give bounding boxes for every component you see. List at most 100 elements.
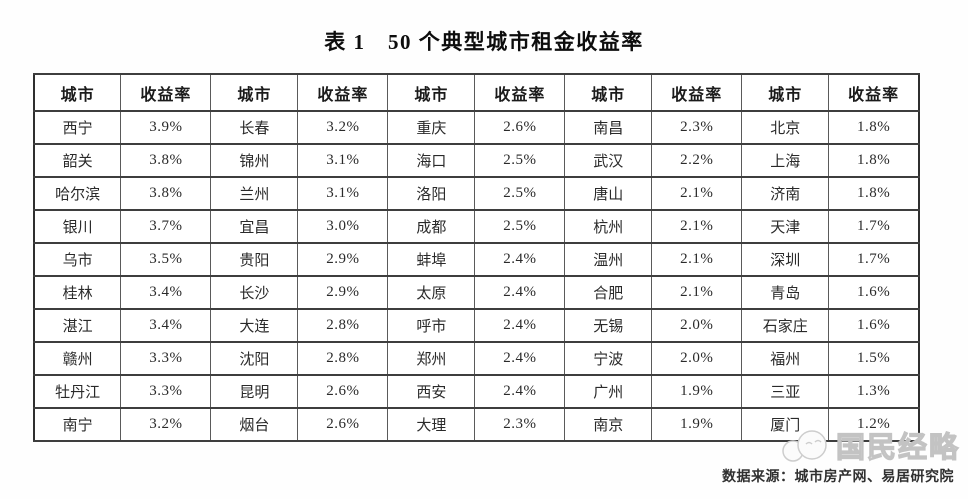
- table-row: 牡丹江 3.3% 昆明 2.6% 西安 2.4% 广州 1.9% 三亚 1.3%: [33, 374, 920, 409]
- yield-cell: 3.4%: [120, 308, 212, 343]
- city-cell: 合肥: [564, 275, 653, 310]
- yield-cell: 1.8%: [828, 143, 920, 178]
- yield-cell: 2.3%: [474, 407, 566, 442]
- city-cell: 福州: [741, 341, 830, 376]
- yield-cell: 1.3%: [828, 374, 920, 409]
- column-header: 城市: [33, 73, 122, 112]
- city-cell: 温州: [564, 242, 653, 277]
- yield-cell: 1.8%: [828, 110, 920, 145]
- yield-cell: 2.4%: [474, 242, 566, 277]
- yield-cell: 3.1%: [297, 143, 389, 178]
- table-row: 韶关 3.8% 锦州 3.1% 海口 2.5% 武汉 2.2% 上海 1.8%: [33, 143, 920, 178]
- city-cell: 石家庄: [741, 308, 830, 343]
- city-cell: 赣州: [33, 341, 122, 376]
- city-cell: 昆明: [210, 374, 299, 409]
- column-header: 城市: [210, 73, 299, 112]
- city-cell: 成都: [387, 209, 476, 244]
- yield-cell: 2.8%: [297, 341, 389, 376]
- yield-cell: 3.2%: [297, 110, 389, 145]
- yield-cell: 2.6%: [297, 407, 389, 442]
- city-cell: 青岛: [741, 275, 830, 310]
- city-cell: 郑州: [387, 341, 476, 376]
- table-row: 湛江 3.4% 大连 2.8% 呼市 2.4% 无锡 2.0% 石家庄 1.6%: [33, 308, 920, 343]
- yield-cell: 1.2%: [828, 407, 920, 442]
- city-cell: 深圳: [741, 242, 830, 277]
- yield-cell: 1.7%: [828, 242, 920, 277]
- yield-cell: 3.8%: [120, 176, 212, 211]
- city-cell: 南京: [564, 407, 653, 442]
- column-header: 收益率: [651, 73, 743, 112]
- city-cell: 乌市: [33, 242, 122, 277]
- city-cell: 沈阳: [210, 341, 299, 376]
- yield-cell: 2.8%: [297, 308, 389, 343]
- city-cell: 牡丹江: [33, 374, 122, 409]
- yield-cell: 2.9%: [297, 242, 389, 277]
- yield-cell: 1.9%: [651, 407, 743, 442]
- city-cell: 长春: [210, 110, 299, 145]
- yield-cell: 2.5%: [474, 209, 566, 244]
- yield-cell: 1.5%: [828, 341, 920, 376]
- city-cell: 唐山: [564, 176, 653, 211]
- yield-cell: 1.8%: [828, 176, 920, 211]
- city-cell: 呼市: [387, 308, 476, 343]
- yield-cell: 3.7%: [120, 209, 212, 244]
- header-row: 城市 收益率 城市 收益率 城市 收益率 城市 收益率 城市 收益率: [33, 73, 920, 112]
- yield-cell: 3.1%: [297, 176, 389, 211]
- city-cell: 银川: [33, 209, 122, 244]
- table-row: 南宁 3.2% 烟台 2.6% 大理 2.3% 南京 1.9% 厦门 1.2%: [33, 407, 920, 442]
- city-cell: 南宁: [33, 407, 122, 442]
- city-cell: 大理: [387, 407, 476, 442]
- table-body: 西宁 3.9% 长春 3.2% 重庆 2.6% 南昌 2.3% 北京 1.8% 韶关 3.8% 锦州 3.…: [33, 110, 920, 442]
- yield-cell: 3.3%: [120, 374, 212, 409]
- city-cell: 湛江: [33, 308, 122, 343]
- city-cell: 洛阳: [387, 176, 476, 211]
- city-cell: 西宁: [33, 110, 122, 145]
- yield-cell: 2.2%: [651, 143, 743, 178]
- city-cell: 杭州: [564, 209, 653, 244]
- table-row: 西宁 3.9% 长春 3.2% 重庆 2.6% 南昌 2.3% 北京 1.8%: [33, 110, 920, 145]
- yield-cell: 2.3%: [651, 110, 743, 145]
- city-cell: 重庆: [387, 110, 476, 145]
- city-cell: 宁波: [564, 341, 653, 376]
- column-header: 收益率: [828, 73, 920, 112]
- column-header: 收益率: [474, 73, 566, 112]
- city-cell: 西安: [387, 374, 476, 409]
- column-header: 收益率: [297, 73, 389, 112]
- yield-cell: 1.7%: [828, 209, 920, 244]
- column-header: 城市: [387, 73, 476, 112]
- yield-cell: 1.6%: [828, 275, 920, 310]
- yield-cell: 2.1%: [651, 242, 743, 277]
- column-header: 城市: [564, 73, 653, 112]
- yield-cell: 2.0%: [651, 308, 743, 343]
- yield-cell: 2.4%: [474, 308, 566, 343]
- column-header: 城市: [741, 73, 830, 112]
- city-cell: 桂林: [33, 275, 122, 310]
- city-cell: 韶关: [33, 143, 122, 178]
- yield-cell: 2.0%: [651, 341, 743, 376]
- table-title: 表 1 50 个典型城市租金收益率: [324, 30, 644, 54]
- yield-cell: 2.9%: [297, 275, 389, 310]
- yield-cell: 3.5%: [120, 242, 212, 277]
- city-cell: 北京: [741, 110, 830, 145]
- yield-cell: 2.1%: [651, 209, 743, 244]
- yield-cell: 2.4%: [474, 374, 566, 409]
- table-row: 乌市 3.5% 贵阳 2.9% 蚌埠 2.4% 温州 2.1% 深圳 1.7%: [33, 242, 920, 277]
- yield-cell: 3.2%: [120, 407, 212, 442]
- table-row: 银川 3.7% 宜昌 3.0% 成都 2.5% 杭州 2.1% 天津 1.7%: [33, 209, 920, 244]
- yield-cell: 2.5%: [474, 176, 566, 211]
- table-row: 哈尔滨 3.8% 兰州 3.1% 洛阳 2.5% 唐山 2.1% 济南 1.8%: [33, 176, 920, 211]
- city-cell: 上海: [741, 143, 830, 178]
- city-cell: 厦门: [741, 407, 830, 442]
- city-cell: 蚌埠: [387, 242, 476, 277]
- city-cell: 无锡: [564, 308, 653, 343]
- city-cell: 太原: [387, 275, 476, 310]
- city-cell: 锦州: [210, 143, 299, 178]
- city-cell: 武汉: [564, 143, 653, 178]
- yield-cell: 2.1%: [651, 275, 743, 310]
- table-row: 桂林 3.4% 长沙 2.9% 太原 2.4% 合肥 2.1% 青岛 1.6%: [33, 275, 920, 310]
- yield-cell: 3.4%: [120, 275, 212, 310]
- table-head: 城市 收益率 城市 收益率 城市 收益率 城市 收益率 城市 收益率: [33, 73, 920, 112]
- city-cell: 海口: [387, 143, 476, 178]
- yield-cell: 3.3%: [120, 341, 212, 376]
